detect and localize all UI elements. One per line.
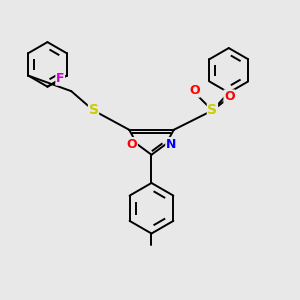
Text: O: O [224,90,235,103]
Text: F: F [56,72,64,85]
Text: N: N [166,138,176,151]
Text: O: O [127,138,137,151]
Text: S: S [88,103,98,118]
Text: O: O [189,84,200,97]
Text: S: S [207,103,218,118]
